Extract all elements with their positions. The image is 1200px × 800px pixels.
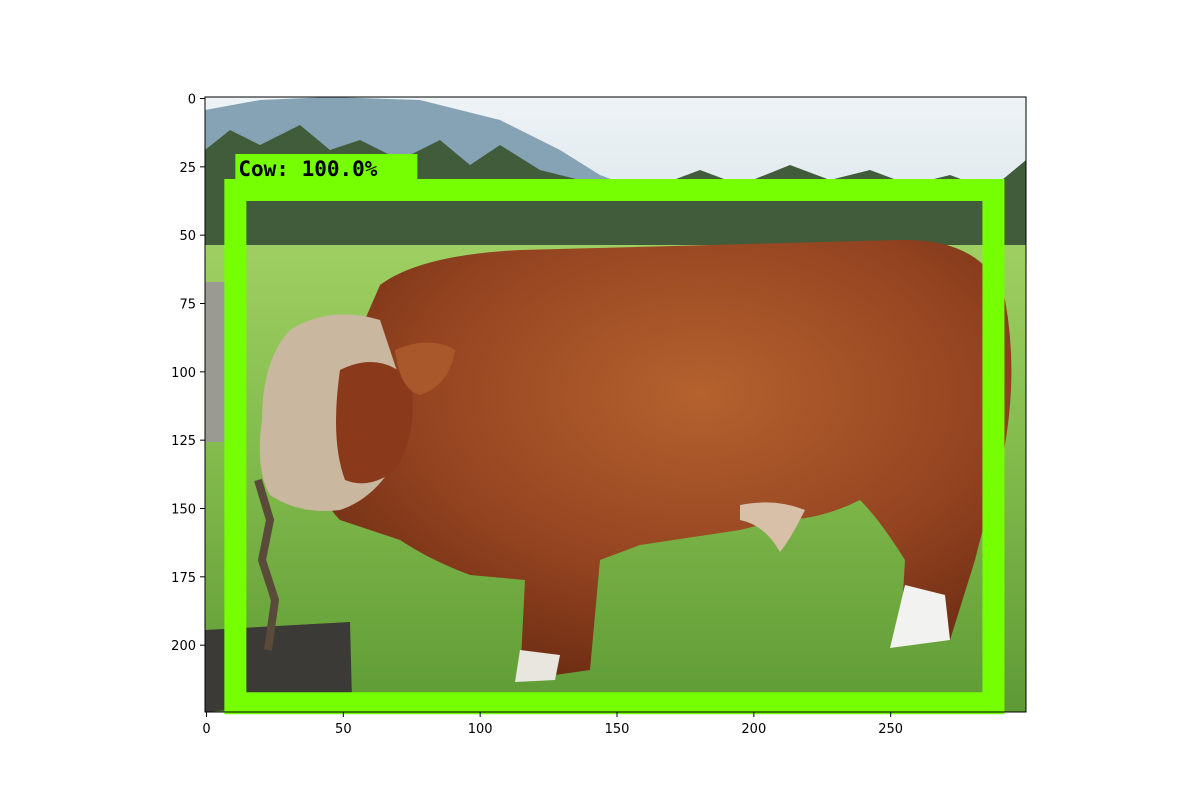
y-tick-label: 0 [188, 93, 196, 108]
x-axis: 0 50 100 150 200 250 [202, 712, 903, 737]
bull [259, 239, 1012, 682]
x-tick-label: 250 [878, 722, 903, 737]
x-tick-label: 200 [741, 722, 766, 737]
chain [254, 478, 280, 651]
y-tick-label: 50 [179, 229, 196, 244]
detection-label-background [235, 154, 418, 184]
axes-frame [204, 96, 1027, 713]
x-tick-label: 100 [468, 722, 493, 737]
x-tick-label: 50 [335, 722, 352, 737]
fence-post [205, 282, 227, 442]
detection: Cow: 100.0% [224, 154, 1005, 715]
detection-bounding-box [224, 179, 1005, 715]
y-tick-label: 100 [171, 366, 196, 381]
detection-label: Cow: 100.0% [238, 157, 377, 181]
x-tick-label: 0 [202, 722, 210, 737]
y-tick-label: 75 [179, 298, 196, 313]
x-tick-label: 150 [605, 722, 630, 737]
y-tick-label: 175 [171, 571, 196, 586]
y-tick-label: 150 [171, 503, 196, 518]
y-tick-label: 25 [179, 161, 196, 176]
y-axis: 0 25 50 75 100 125 150 175 200 [171, 93, 205, 654]
y-tick-label: 125 [171, 434, 196, 449]
y-tick-label: 200 [171, 639, 196, 654]
